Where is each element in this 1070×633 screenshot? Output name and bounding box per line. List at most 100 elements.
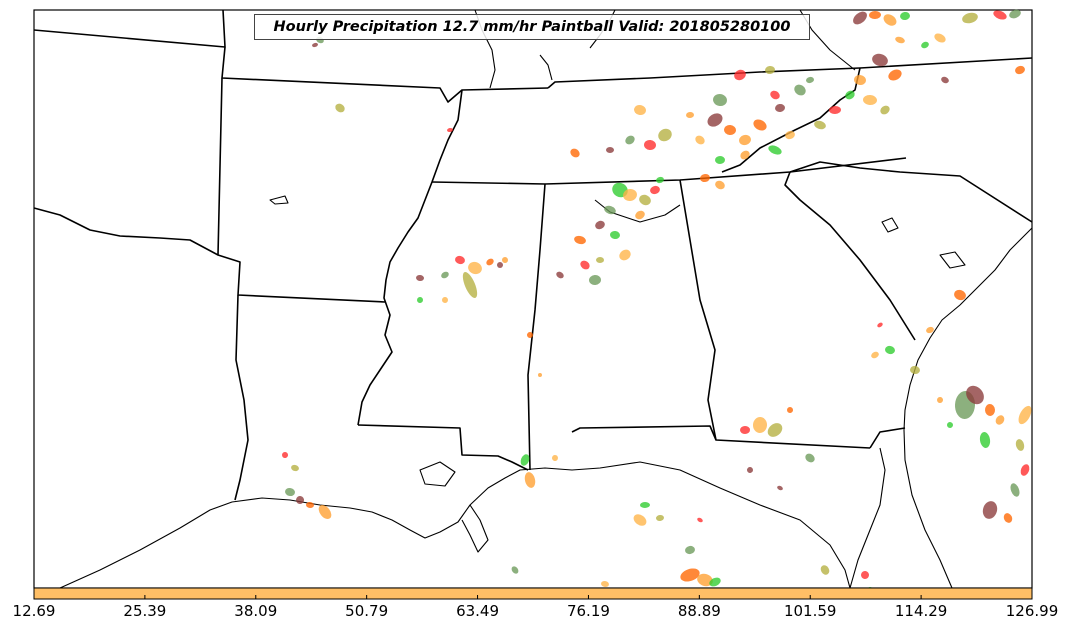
precip-paintball	[979, 432, 991, 448]
colorbar	[33, 587, 1033, 600]
colorbar-tick-label: 114.29	[894, 602, 948, 620]
precip-paintball	[752, 417, 768, 433]
precip-paintball	[700, 173, 710, 183]
border-ms-al	[527, 183, 546, 471]
border-la-ms-south	[357, 424, 529, 471]
precip-paintball	[853, 11, 867, 25]
precip-paintball	[734, 69, 746, 81]
precip-paintball	[291, 464, 299, 472]
precip-paintball	[872, 53, 888, 67]
precip-paintball	[619, 249, 631, 261]
precip-paintball	[580, 260, 590, 270]
precip-paintball	[954, 289, 966, 301]
colorbar-ticks	[33, 595, 1033, 599]
precip-paintball	[306, 501, 314, 509]
colorbar-tick-label: 63.49	[456, 602, 500, 620]
precip-paintball	[947, 422, 953, 428]
precip-paintball	[910, 365, 920, 375]
precip-paintball	[604, 205, 616, 215]
colorbar-tick-label: 25.39	[123, 602, 167, 620]
colorbar-tick-label: 76.19	[566, 602, 610, 620]
precip-paintball	[845, 90, 855, 100]
precip-paintball	[596, 256, 604, 264]
colorbar-tick-label: 101.59	[783, 602, 837, 620]
border-red-river	[33, 207, 219, 256]
border-missouri-north	[221, 46, 549, 103]
precip-paintball	[806, 76, 814, 84]
precip-paintball	[941, 76, 949, 84]
paintball-precipitation-layer	[282, 9, 1032, 593]
precip-paintball	[282, 452, 288, 458]
precip-paintball	[1018, 405, 1032, 425]
precip-paintball	[650, 185, 660, 195]
precip-paintball	[740, 150, 750, 160]
precip-paintball	[1015, 439, 1025, 451]
precip-paintball	[768, 145, 782, 155]
lake-murray	[881, 217, 899, 233]
precip-paintball	[785, 130, 795, 140]
colorbar-tick-label: 126.99	[1005, 602, 1059, 620]
precip-paintball	[709, 577, 721, 587]
precip-paintball	[656, 514, 664, 522]
precip-paintball	[595, 220, 605, 230]
colorbar-tick-label: 88.89	[677, 602, 721, 620]
precip-paintball	[775, 103, 785, 113]
precip-paintball	[877, 322, 883, 328]
precip-paintball	[740, 425, 750, 435]
precip-paintball	[462, 271, 478, 299]
precip-paintball	[869, 10, 881, 20]
precip-paintball	[442, 297, 448, 303]
precip-paintball	[610, 230, 620, 240]
precip-paintball	[777, 485, 783, 491]
precip-paintball	[715, 180, 725, 190]
precip-paintball	[966, 385, 984, 405]
precip-paintball	[601, 580, 609, 588]
precip-paintball	[805, 453, 815, 463]
river-wabash	[539, 54, 553, 81]
precip-paintball	[1003, 513, 1013, 523]
precip-paintball	[888, 69, 902, 81]
precip-paintball	[296, 496, 304, 504]
lake-pontchartrain	[419, 461, 456, 487]
lake-marion	[939, 251, 966, 269]
precip-paintball	[686, 111, 694, 119]
precip-paintball	[524, 472, 536, 488]
precip-paintball	[697, 573, 713, 587]
state-boundaries	[33, 9, 1033, 501]
precip-paintball	[883, 14, 897, 26]
border-ga-sc	[784, 171, 916, 341]
precip-paintball	[962, 12, 978, 24]
precip-paintball	[685, 545, 695, 555]
precip-paintball	[656, 176, 664, 184]
precip-paintball	[606, 147, 614, 153]
precip-paintball	[934, 33, 946, 43]
precip-paintball	[574, 235, 586, 245]
precip-paintball	[984, 404, 996, 416]
precip-paintball	[497, 262, 503, 268]
precip-paintball	[1010, 483, 1020, 497]
precip-paintball	[871, 351, 879, 359]
colorbar-tick-label: 50.79	[345, 602, 389, 620]
precip-paintball	[441, 271, 449, 279]
precip-paintball	[527, 332, 533, 338]
precip-paintball	[417, 297, 423, 303]
precip-paintball	[787, 407, 793, 413]
precip-paintball	[623, 188, 637, 202]
precip-paintball	[1015, 65, 1025, 75]
precip-paintball	[570, 148, 580, 158]
precip-paintball	[863, 94, 877, 106]
precip-paintball	[633, 514, 647, 526]
precip-paintball	[713, 93, 727, 107]
precip-paintball	[644, 139, 656, 151]
gulf-coastline	[59, 461, 851, 589]
precip-paintball	[639, 194, 651, 206]
florida-gulf-coast	[849, 447, 886, 589]
precip-paintball	[861, 571, 869, 579]
precip-paintball	[926, 326, 934, 334]
precip-paintball	[995, 415, 1005, 425]
precip-paintball	[753, 119, 767, 131]
precip-paintball	[335, 103, 345, 113]
precip-paintball	[625, 135, 635, 145]
precip-paintball	[937, 397, 943, 403]
